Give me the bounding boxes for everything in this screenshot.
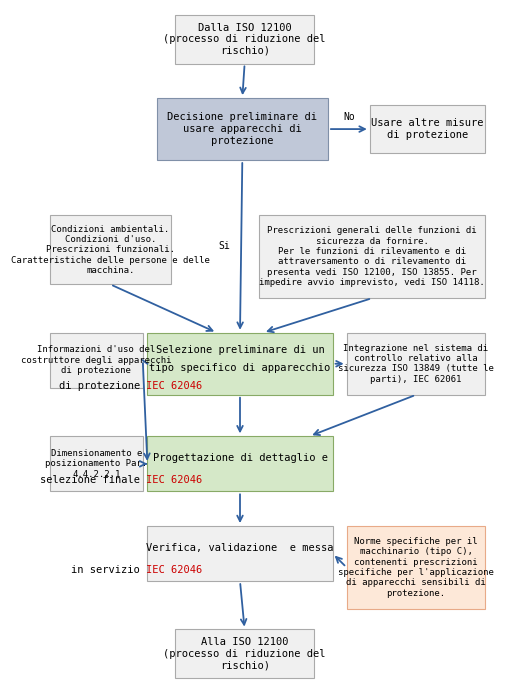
Text: selezione finale: selezione finale (40, 475, 146, 485)
FancyBboxPatch shape (50, 333, 143, 388)
FancyBboxPatch shape (258, 216, 485, 298)
Text: Progettazione di dettaglio e
selezione finale: Progettazione di dettaglio e selezione f… (0, 692, 1, 693)
Text: IEC 62046: IEC 62046 (146, 381, 202, 391)
Text: Alla ISO 12100
(processo di riduzione del
rischio): Alla ISO 12100 (processo di riduzione de… (163, 637, 325, 670)
Text: Progettazione di dettaglio e
selezione finale IEC 62046: Progettazione di dettaglio e selezione f… (0, 692, 1, 693)
Text: Integrazione nel sistema di
controllo relativo alla
sicurezza ISO 13849 (tutte l: Integrazione nel sistema di controllo re… (337, 344, 493, 384)
Text: Condizioni ambientali.
Condizioni d'uso.
Prescrizioni funzionali.
Caratteristich: Condizioni ambientali. Condizioni d'uso.… (11, 225, 209, 275)
Text: di protezione: di protezione (59, 381, 146, 391)
Text: in servizio: in servizio (71, 565, 146, 575)
FancyBboxPatch shape (147, 436, 332, 491)
FancyBboxPatch shape (147, 526, 332, 581)
Text: Selezione preliminare di un
tipo specifico di apparecchio
di protezione IEC 6204: Selezione preliminare di un tipo specifi… (0, 692, 1, 693)
Text: Informazioni d'uso del
costruttore degli apparecchi
di protezione: Informazioni d'uso del costruttore degli… (21, 345, 172, 375)
FancyBboxPatch shape (369, 105, 485, 153)
Text: Selezione preliminare di un: Selezione preliminare di un (155, 345, 324, 356)
Text: Si: Si (217, 241, 229, 252)
FancyBboxPatch shape (175, 15, 314, 64)
Text: Decisione preliminare di
usare apparecchi di
protezione: Decisione preliminare di usare apparecch… (167, 112, 317, 146)
Text: Selezione preliminare di un
tipo specifico di apparecchio
di protezione: Selezione preliminare di un tipo specifi… (0, 692, 1, 693)
Text: Usare altre misure
di protezione: Usare altre misure di protezione (371, 119, 483, 140)
Text: Progettazione di dettaglio e: Progettazione di dettaglio e (152, 453, 327, 464)
Text: Prescrizioni generali delle funzioni di
sicurezza da fornire.
Per le funzioni di: Prescrizioni generali delle funzioni di … (259, 227, 484, 288)
Text: Norme specifiche per il
macchinario (tipo C),
contenenti prescrizioni
specifiche: Norme specifiche per il macchinario (tip… (337, 537, 493, 598)
Text: tipo specifico di apparecchio: tipo specifico di apparecchio (149, 363, 330, 374)
Text: Verifica, validazione  e messa
in servizio IEC 62046: Verifica, validazione e messa in servizi… (0, 692, 1, 693)
FancyBboxPatch shape (346, 333, 485, 395)
FancyBboxPatch shape (175, 629, 314, 678)
FancyBboxPatch shape (346, 526, 485, 608)
Text: Dimensionamento e
posizionamento Par.
4.4.2.2.1: Dimensionamento e posizionamento Par. 4.… (45, 449, 147, 479)
FancyBboxPatch shape (50, 216, 170, 284)
FancyBboxPatch shape (147, 333, 332, 395)
Text: IEC 62046: IEC 62046 (146, 565, 202, 575)
Text: IEC 62046: IEC 62046 (146, 475, 202, 485)
Text: Verifica, validazione  e messa
in servizio: Verifica, validazione e messa in servizi… (0, 692, 1, 693)
Text: Dalla ISO 12100
(processo di riduzione del
rischio): Dalla ISO 12100 (processo di riduzione d… (163, 23, 325, 56)
Text: No: No (342, 112, 354, 122)
FancyBboxPatch shape (50, 436, 143, 491)
Text: Verifica, validazione  e messa: Verifica, validazione e messa (146, 543, 333, 553)
FancyBboxPatch shape (156, 98, 327, 160)
